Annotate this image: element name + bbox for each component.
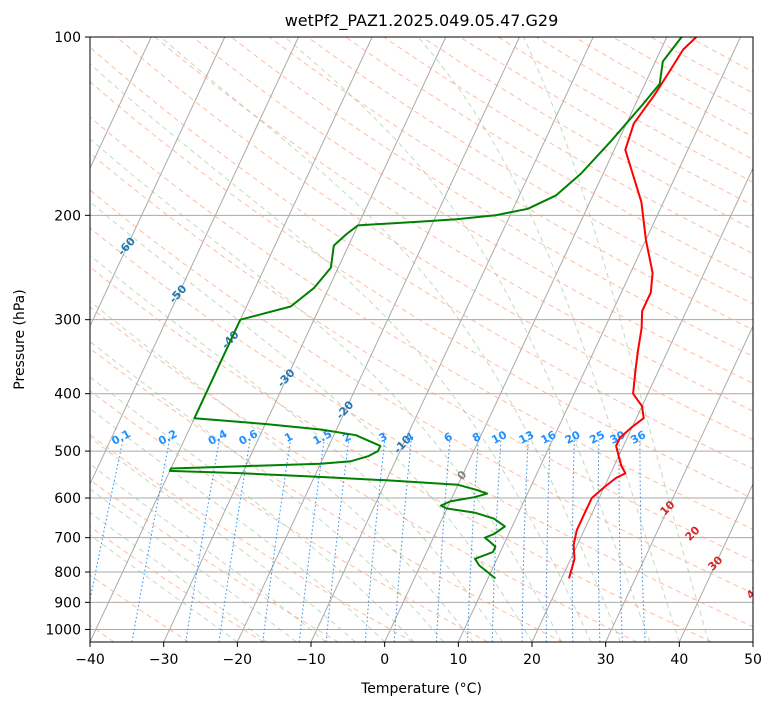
mixing-ratio-label: 30 xyxy=(608,428,628,447)
x-axis-ticks: −40 −30 −20 −10 0 10 20 30 40 50 xyxy=(75,642,762,668)
mixing-ratio-line xyxy=(435,440,451,642)
plot-frame xyxy=(89,36,754,643)
x-tick-label: −20 xyxy=(223,652,253,668)
moist-adiabat-line xyxy=(90,376,415,642)
mixing-ratio-line xyxy=(131,440,170,642)
dry-adiabat-line xyxy=(90,347,563,642)
isotherm-line xyxy=(90,37,299,486)
x-axis-label: Temperature (°C) xyxy=(360,681,482,697)
mixing-ratio-line xyxy=(491,440,502,642)
mixing-ratio-label: 10 xyxy=(489,428,509,447)
mixing-ratio-line xyxy=(393,440,412,642)
x-tick-label: 0 xyxy=(380,652,389,668)
moist-adiabat-line xyxy=(90,436,356,642)
dry-adiabat-line xyxy=(90,227,753,628)
dewpoint-line xyxy=(168,37,683,580)
x-tick-label: −10 xyxy=(296,652,326,668)
plot-area: -100-90-80-70-60-50-40-30-20-100 0.10.20… xyxy=(90,37,764,642)
isotherm-line xyxy=(384,37,668,642)
dry-adiabat-line xyxy=(90,434,414,642)
isotherm-line xyxy=(605,324,753,642)
dry-adiabat-line xyxy=(268,37,753,331)
dry-adiabat-lines xyxy=(90,37,753,642)
mixing-ratio-line xyxy=(262,440,291,642)
isotherm-line xyxy=(163,37,447,642)
y-tick-label: 800 xyxy=(54,565,81,581)
x-tick-label: 50 xyxy=(744,652,762,668)
isotherm-line xyxy=(236,37,520,642)
y-tick-label: 1000 xyxy=(45,622,81,638)
dry-adiabat-line xyxy=(90,116,753,530)
dry-adiabat-line xyxy=(90,152,753,562)
y-tick-label: 400 xyxy=(54,387,81,403)
mixing-ratio-line xyxy=(521,440,529,642)
dry-adiabat-line xyxy=(192,37,753,384)
dry-adiabat-line xyxy=(90,81,753,500)
moist-adiabat-line xyxy=(284,37,651,642)
moist-adiabat-line xyxy=(90,254,503,642)
x-tick-label: 30 xyxy=(597,652,615,668)
dry-adiabat-line xyxy=(90,479,339,642)
y-axis-ticks: 100 200 300 400 500 600 700 800 900 1000 xyxy=(45,30,90,638)
y-tick-label: 200 xyxy=(54,208,81,224)
moist-adiabat-line xyxy=(90,201,533,642)
moist-adiabat-line xyxy=(90,340,444,642)
moist-adiabat-line xyxy=(90,63,592,642)
mixing-ratio-line xyxy=(218,440,251,642)
mixing-ratio-line xyxy=(467,440,479,642)
y-tick-label: 600 xyxy=(54,491,81,507)
mixing-ratio-line xyxy=(298,440,325,642)
y-tick-label: 300 xyxy=(54,313,81,329)
dry-adiabat-line xyxy=(116,37,753,441)
x-tick-label: 20 xyxy=(523,652,541,668)
mixing-ratio-lines xyxy=(90,440,646,642)
mixing-ratio-line xyxy=(185,440,220,642)
temperature-line xyxy=(568,37,697,579)
isotherm-line xyxy=(531,167,753,642)
moist-adiabat-line xyxy=(417,37,680,642)
isotherm-line xyxy=(90,37,226,328)
moist-adiabat-line xyxy=(160,37,621,642)
chart-title: wetPf2_PAZ1.2025.049.05.47.G29 xyxy=(285,11,559,31)
mixing-ratio-label: 20 xyxy=(563,428,583,447)
y-tick-label: 100 xyxy=(54,30,81,46)
mixing-ratio-line xyxy=(597,440,601,642)
dry-adiabat-line xyxy=(90,266,712,642)
isotherm-line xyxy=(90,37,152,170)
mixing-ratio-label: 36 xyxy=(628,428,648,447)
dry-adiabat-line xyxy=(90,306,638,642)
mixing-ratio-line xyxy=(545,440,551,642)
mixing-ratio-label: 25 xyxy=(587,428,607,447)
y-axis-label: Pressure (hPa) xyxy=(12,289,28,389)
moist-adiabat-line xyxy=(90,463,327,642)
mixing-ratio-label: 13 xyxy=(517,428,537,447)
x-tick-label: −30 xyxy=(149,652,179,668)
dry-adiabat-line xyxy=(90,189,753,594)
mixing-ratio-line xyxy=(325,440,350,642)
isotherm-line xyxy=(678,482,753,642)
profile-series xyxy=(168,37,697,580)
moist-adiabat-line xyxy=(90,407,386,642)
mixing-ratio-line xyxy=(364,440,386,642)
x-tick-label: 10 xyxy=(449,652,467,668)
dry-adiabat-label: 40 xyxy=(744,582,764,602)
x-tick-label: 40 xyxy=(670,652,688,668)
y-tick-label: 700 xyxy=(54,531,81,547)
isotherm-line xyxy=(457,37,741,642)
mixing-ratio-line xyxy=(571,440,575,642)
pressure-gridlines xyxy=(90,37,753,630)
mixing-ratio-line xyxy=(618,440,623,642)
moist-adiabat-lines xyxy=(90,37,710,642)
mixing-ratio-label: 16 xyxy=(539,428,559,447)
y-tick-label: 900 xyxy=(54,595,81,611)
mixing-ratio-line xyxy=(639,440,646,642)
y-tick-label: 500 xyxy=(54,444,81,460)
x-tick-label: −40 xyxy=(75,652,105,668)
dry-adiabat-line xyxy=(90,574,190,642)
